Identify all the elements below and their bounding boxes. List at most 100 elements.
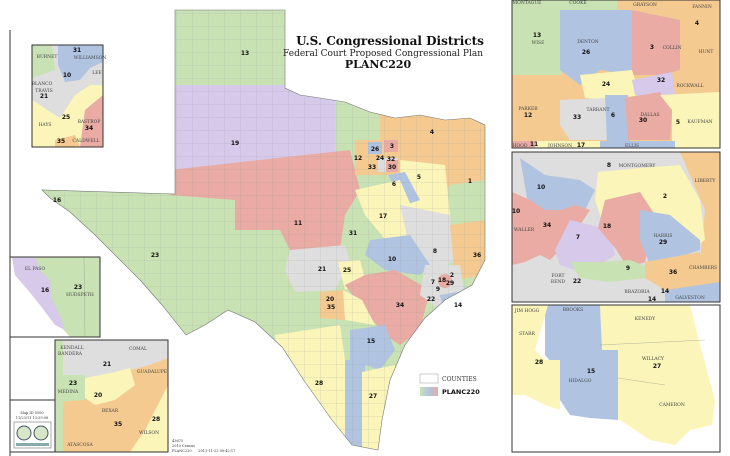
county-label: MONTAGUE [513,0,542,6]
district-label: 20 [326,296,334,303]
district-label: 36 [473,252,481,259]
district-label: 23 [74,284,82,291]
county-label: CALDWELL [72,138,99,144]
map-title: U.S. Congressional Districts Federal Cou… [283,34,484,71]
district-label: 11 [530,141,538,148]
county-label: HOOD [513,143,528,149]
district-label: 5 [676,119,680,126]
county-label: GALVESTON [675,295,705,301]
district-label: 14 [454,302,462,309]
counties-swatch [419,373,439,384]
district-label: 4 [430,129,434,136]
county-label: MONTGOMERY [619,163,657,169]
county-label: TARRANT [587,107,610,113]
county-label: HIDALGO [569,378,592,384]
district-label: 28 [315,380,323,387]
county-label: BASTROP [78,119,101,125]
district-label: 34 [85,125,93,132]
county-label: WILSON [139,430,159,436]
district-label: 7 [431,279,435,286]
district-label: 25 [62,114,70,121]
district-label: 6 [392,181,396,188]
district-label: 15 [367,338,375,345]
map-id: Map ID 5500 [20,411,43,415]
district-label: 17 [577,142,585,149]
district-label: 17 [379,213,387,220]
district-label: 30 [388,164,396,171]
district-label: 8 [433,248,437,255]
district-label: 29 [446,280,454,287]
county-label: WISE [532,40,545,46]
district-label: 24 [376,155,384,162]
district-label: 32 [657,77,665,84]
district-label: 35 [327,304,335,311]
inset-dallas: MONTAGUE COOKE GRAYSON FANNIN WISE DENTO… [511,0,721,149]
district-label: 9 [436,286,440,293]
district-label: 10 [512,208,520,215]
county-label: BRAZORIA [624,289,650,295]
county-label: BANDERA [58,351,83,357]
district-label: 12 [524,112,532,119]
county-label: ROCKWALL [676,83,703,89]
county-label: TRAVIS [35,88,53,94]
district-label: 27 [653,363,661,370]
inset-el-paso: EL PASO HUDSPETH 16 23 [9,256,101,338]
county-label: MEDINA [58,389,79,395]
county-label: COOKE [569,0,586,6]
district-label: 31 [349,230,357,237]
district-label: 2 [450,272,454,279]
district-label: 21 [40,93,48,100]
district-label: 2 [663,193,667,200]
district-label: 34 [396,302,404,309]
inset-rio-grande-valley: JIM HOGG BROOKS KENEDY STARR HIDALGO WIL… [511,304,721,453]
district-label: 18 [603,223,611,230]
legend-plan-label: PLANC220 [442,388,480,396]
county-label: BURNET [37,54,58,60]
county-label: LEE [92,70,102,76]
district-label: 8 [607,162,611,169]
district-label: 11 [294,220,302,227]
district-label: 14 [648,296,656,303]
footer-line-3: PLANC220 2011-11-23 09:42:17 [172,449,235,453]
district-label: 30 [639,117,647,124]
district-label: 22 [573,278,581,285]
district-label: 20 [94,392,102,399]
map-legend: COUNTIES PLANC220 [419,373,480,396]
county-label: KENDALL [60,345,83,351]
county-label: BEND [551,279,566,285]
legend-counties-label: COUNTIES [442,376,477,383]
district-label: 19 [231,140,239,147]
district-label: 36 [669,269,677,276]
district-label: 28 [535,359,543,366]
district-label: 35 [57,138,65,145]
seal-logo [33,425,49,441]
county-label: CHAMBERS [689,265,717,271]
district-label: 3 [650,44,654,51]
county-label: COMAL [129,346,147,352]
district-label: 5 [417,174,421,181]
district-label: 12 [354,155,362,162]
district-label: 10 [63,72,71,79]
district-label: 13 [241,50,249,57]
inset-austin: BURNET WILLIAMSON LEE BLANCO TRAVIS HAYS… [31,44,107,148]
district-label: 9 [626,265,630,272]
county-label: KAUFMAN [687,119,712,125]
inset-san-antonio: KENDALL BANDERA COMAL GUADALUPE MEDINA B… [54,339,169,453]
district-label: 24 [602,81,610,88]
county-label: FANNIN [692,4,712,10]
main-district-labels: 13 19 11 12 26 3 24 32 33 30 4 5 6 1 17 … [53,50,481,400]
district-label: 16 [53,197,61,204]
district-label: 1 [468,178,472,185]
district-label: 10 [537,184,545,191]
county-label: HAYS [38,122,51,128]
district-label: 7 [576,234,580,241]
county-label: WILLIAMSON [74,55,107,61]
district-label: 29 [659,239,667,246]
county-label: COLLIN [663,45,682,51]
district-label: 23 [69,380,77,387]
county-label: BEXAR [102,408,119,414]
county-label: JOHNSON [547,143,572,149]
district-label: 26 [371,146,379,153]
district-label: 32 [387,156,395,163]
